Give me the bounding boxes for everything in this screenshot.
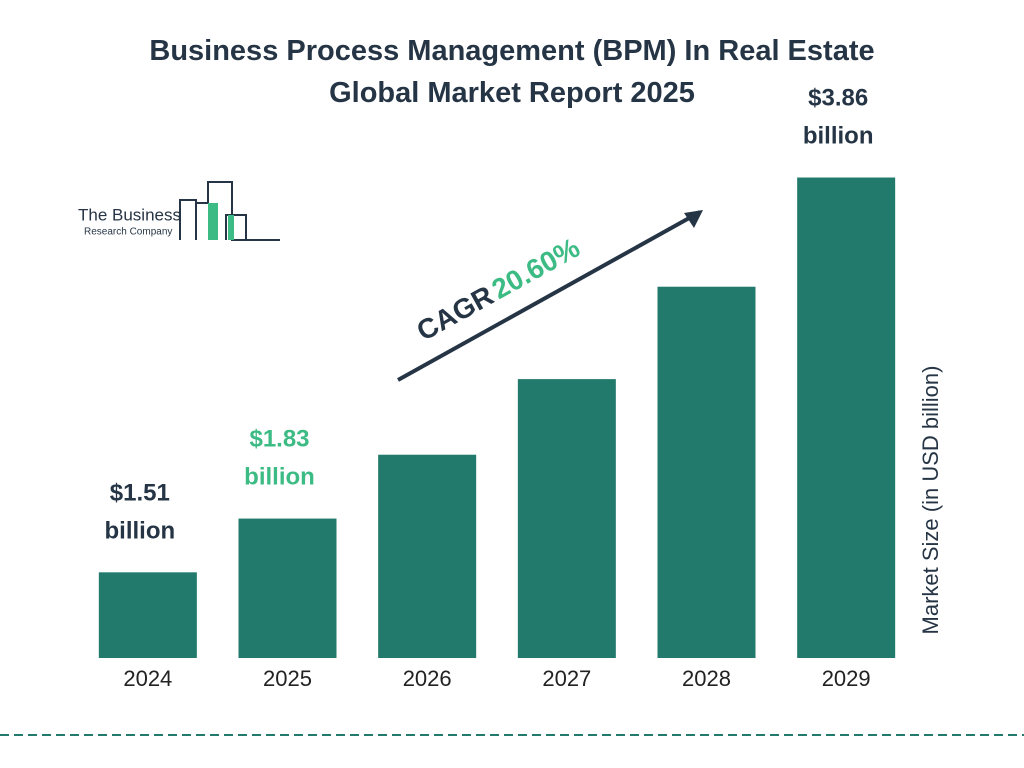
arrow-head bbox=[684, 210, 703, 228]
value-label: $1.83 billion bbox=[244, 426, 315, 491]
x-tick-label: 2026 bbox=[403, 666, 452, 691]
value-label: $3.86 billion bbox=[803, 85, 874, 150]
value-label: $1.51 billion bbox=[105, 480, 176, 545]
bar bbox=[657, 286, 756, 658]
bar bbox=[378, 454, 477, 658]
x-tick-label: 2027 bbox=[542, 666, 591, 691]
cagr-value: 20.60% bbox=[487, 232, 585, 305]
x-tick-label: 2025 bbox=[263, 666, 312, 691]
bar bbox=[797, 177, 896, 658]
y-axis-label: Market Size (in USD billion) bbox=[918, 366, 943, 635]
logo-text: The Business bbox=[78, 205, 181, 224]
logo-subtext: Research Company bbox=[84, 227, 172, 238]
bar bbox=[517, 379, 616, 658]
x-tick-label: 2028 bbox=[682, 666, 731, 691]
bar bbox=[238, 518, 337, 658]
logo: The Business Research Company bbox=[78, 181, 280, 241]
chart-title: Business Process Management (BPM) In Rea… bbox=[149, 35, 874, 109]
cagr-label: CAGR bbox=[411, 280, 498, 347]
bar bbox=[98, 572, 197, 658]
x-tick-label: 2024 bbox=[123, 666, 172, 691]
x-tick-label: 2029 bbox=[822, 666, 871, 691]
cagr-arrow bbox=[397, 210, 701, 382]
